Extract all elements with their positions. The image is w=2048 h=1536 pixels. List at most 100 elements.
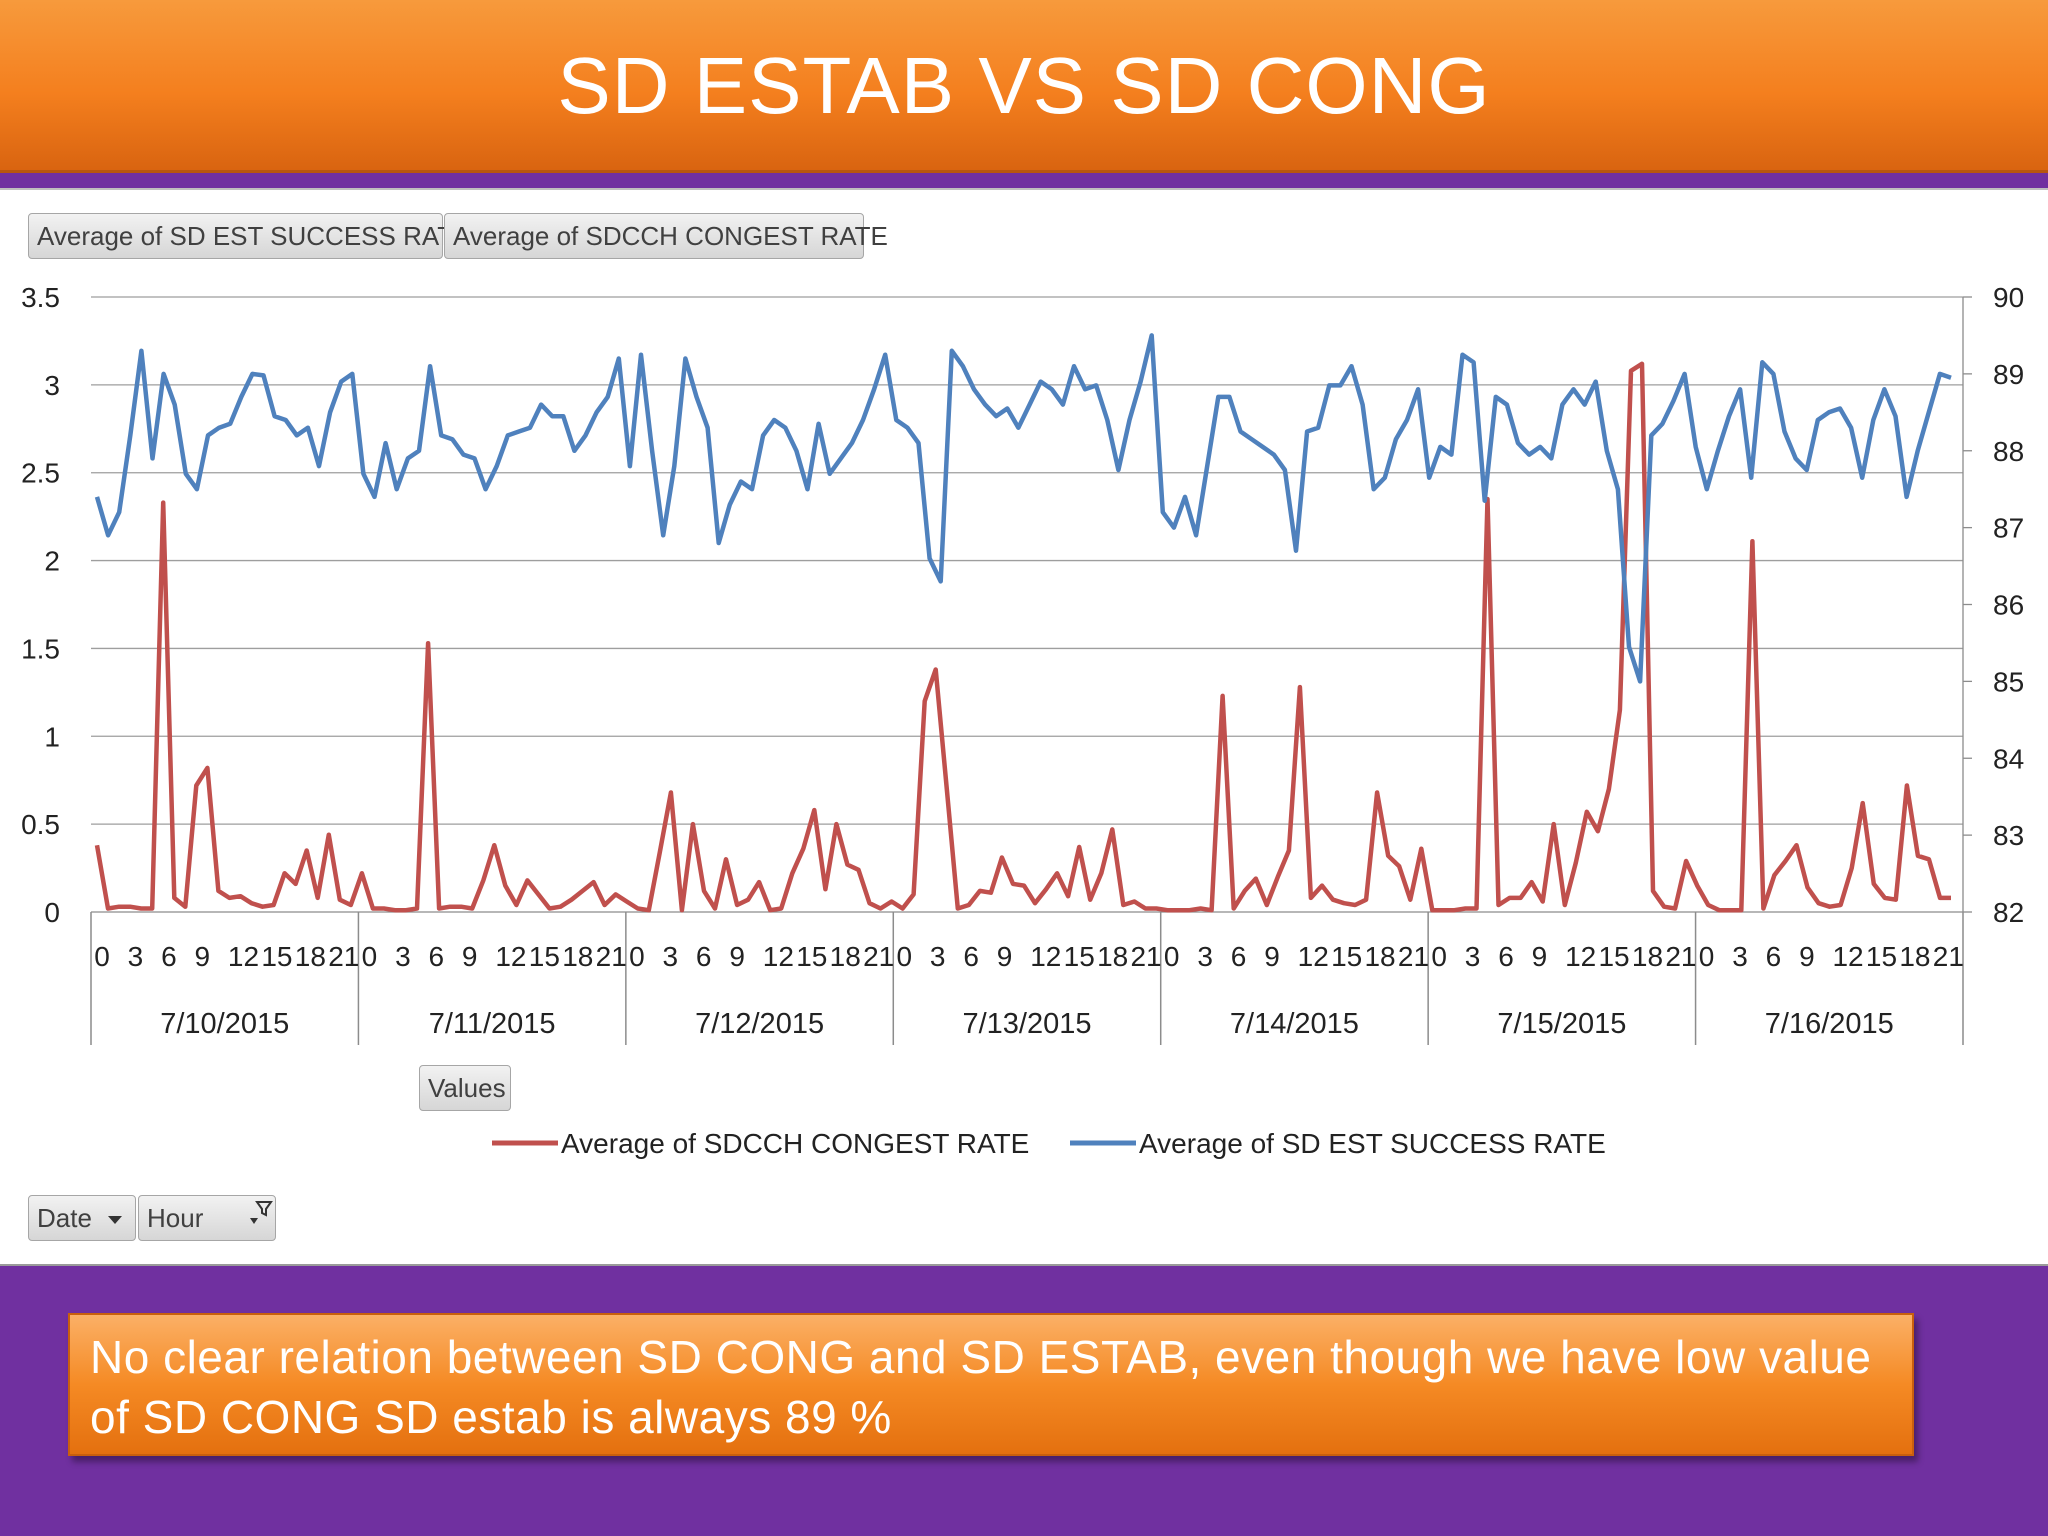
values-button[interactable]: Values — [419, 1065, 511, 1111]
right-tick-label: 82 — [1993, 897, 2024, 928]
hour-label: 3 — [1732, 941, 1748, 972]
hour-label: 6 — [696, 941, 712, 972]
hour-label: 21 — [1665, 941, 1696, 972]
hour-label: 12 — [1832, 941, 1863, 972]
hour-label: 6 — [1231, 941, 1247, 972]
hour-label: 9 — [729, 941, 745, 972]
date-label: 7/12/2015 — [695, 1008, 824, 1040]
date-label: 7/16/2015 — [1765, 1008, 1894, 1040]
hour-label: 9 — [1532, 941, 1548, 972]
hour-label: 12 — [763, 941, 794, 972]
hour-label: 0 — [1431, 941, 1447, 972]
hour-label: 3 — [1465, 941, 1481, 972]
hour-label: 12 — [1565, 941, 1596, 972]
right-axis-ticks: 82 83 84 85 86 87 88 89 90 — [1962, 282, 2024, 928]
hour-label: 12 — [495, 941, 526, 972]
hour-label: 0 — [1164, 941, 1180, 972]
right-tick-label: 86 — [1993, 590, 2024, 621]
hour-label: 18 — [1364, 941, 1395, 972]
hour-label: 6 — [963, 941, 979, 972]
legend-label-cong: Average of SDCCH CONGEST RATE — [561, 1128, 1029, 1159]
hour-label: 15 — [1866, 941, 1897, 972]
date-label: 7/14/2015 — [1230, 1008, 1359, 1040]
date-filter-button[interactable]: Date — [28, 1195, 136, 1241]
hour-label: 9 — [1799, 941, 1815, 972]
note-box: No clear relation between SD CONG and SD… — [68, 1313, 1914, 1456]
left-tick-label: 3.5 — [21, 282, 60, 313]
right-tick-label: 90 — [1993, 282, 2024, 313]
left-tick-label: 1 — [44, 721, 60, 752]
hour-label: 3 — [128, 941, 144, 972]
hour-label: 6 — [1766, 941, 1782, 972]
series-line-cong — [94, 361, 1951, 913]
hour-label: 15 — [796, 941, 827, 972]
data-field-button-cong[interactable]: Average of SDCCH CONGEST RATE — [444, 213, 888, 259]
series-lines — [94, 333, 1952, 913]
hour-label: 0 — [896, 941, 912, 972]
slide-title: SD ESTAB VS SD CONG — [557, 41, 1491, 130]
hour-label: 9 — [997, 941, 1013, 972]
hour-label: 3 — [1197, 941, 1213, 972]
hour-label: 18 — [830, 941, 861, 972]
legend-label-est: Average of SD EST SUCCESS RATE — [1139, 1128, 1606, 1159]
hour-label: 18 — [1632, 941, 1663, 972]
hour-label: 12 — [1030, 941, 1061, 972]
hour-label: 0 — [362, 941, 378, 972]
hour-label: 18 — [295, 941, 326, 972]
hour-label: 9 — [194, 941, 210, 972]
hour-label: 12 — [228, 941, 259, 972]
series-line-est — [94, 333, 1952, 684]
title-bar: SD ESTAB VS SD CONG — [0, 0, 2048, 173]
hour-label: 12 — [1298, 941, 1329, 972]
hour-label: 21 — [596, 941, 627, 972]
hour-label: 21 — [328, 941, 359, 972]
data-field-button-est[interactable]: Average of SD EST SUCCESS RATE — [28, 213, 471, 259]
left-tick-label: 3 — [44, 370, 60, 401]
filter-funnel-icon — [250, 1201, 273, 1224]
hour-label: 0 — [1699, 941, 1715, 972]
date-label: 7/10/2015 — [160, 1008, 289, 1040]
gridlines — [91, 296, 1963, 913]
hour-label: 15 — [1064, 941, 1095, 972]
right-tick-label: 84 — [1993, 743, 2024, 774]
right-tick-label: 89 — [1993, 359, 2024, 390]
hour-label: 15 — [529, 941, 560, 972]
hour-label: 9 — [1264, 941, 1280, 972]
hour-label: 6 — [1498, 941, 1514, 972]
hour-label: 21 — [1398, 941, 1429, 972]
hour-filter-label: Hour — [147, 1203, 204, 1233]
hour-label: 3 — [662, 941, 678, 972]
right-tick-label: 87 — [1993, 513, 2024, 544]
left-axis-ticks: 0 0.5 1 1.5 2 2.5 3 3.5 — [21, 282, 60, 928]
dropdown-arrow-icon — [107, 1216, 122, 1225]
left-tick-label: 0.5 — [21, 809, 60, 840]
hour-label: 21 — [863, 941, 894, 972]
hour-label: 21 — [1130, 941, 1161, 972]
hour-label: 15 — [1331, 941, 1362, 972]
hour-label: 18 — [562, 941, 593, 972]
right-tick-label: 83 — [1993, 820, 2024, 851]
hour-label: 18 — [1899, 941, 1930, 972]
hour-label: 18 — [1097, 941, 1128, 972]
hour-label: 6 — [161, 941, 177, 972]
legend: Average of SDCCH CONGEST RATE Average of… — [492, 1128, 1606, 1159]
hour-label: 9 — [462, 941, 478, 972]
date-filter-label: Date — [37, 1203, 92, 1233]
right-tick-label: 85 — [1993, 666, 2024, 697]
hour-label: 15 — [1598, 941, 1629, 972]
date-label: 7/15/2015 — [1497, 1008, 1626, 1040]
hour-label: 15 — [261, 941, 292, 972]
hour-label: 6 — [428, 941, 444, 972]
right-tick-label: 88 — [1993, 436, 2024, 467]
hour-label: 3 — [930, 941, 946, 972]
date-label: 7/13/2015 — [962, 1008, 1091, 1040]
left-tick-label: 0 — [44, 897, 60, 928]
date-label: 7/11/2015 — [429, 1008, 556, 1040]
left-tick-label: 2.5 — [21, 458, 60, 489]
hour-label: 0 — [94, 941, 110, 972]
hour-filter-button[interactable]: Hour — [138, 1195, 276, 1241]
hour-label: 21 — [1933, 941, 1964, 972]
hour-label: 3 — [395, 941, 411, 972]
